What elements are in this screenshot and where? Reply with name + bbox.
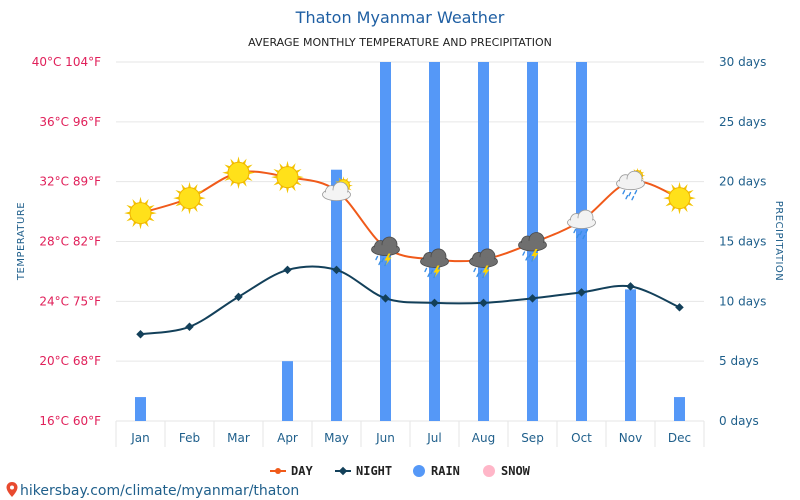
x-tick-label: Apr [277,431,298,445]
night-point [626,282,635,291]
night-point [577,288,586,297]
x-tick-label: Oct [571,431,592,445]
axis-ticks: 16°C 60°F 0 days 20°C 68°F 5 days 24°C 75°F 1… [32,55,767,445]
weather-icons [124,156,696,279]
y-right-tick-label: 0 days [719,414,759,428]
legend-item-snow: SNOW [483,464,531,478]
x-tick-label: Aug [472,431,495,445]
y-right-axis-title: PRECIPITATION [773,201,784,282]
rain-bar [282,361,293,421]
gridlines [115,61,705,447]
rain-bar [674,397,685,421]
legend-label: DAY [291,464,313,478]
x-tick-label: Feb [179,431,200,445]
y-left-tick-label: 32°C 89°F [39,175,101,189]
rain-bar [625,289,636,421]
y-left-tick-label: 36°C 96°F [39,115,101,129]
legend-marker [338,466,348,476]
night-point [430,298,439,308]
y-left-tick-label: 28°C 82°F [39,235,101,249]
night-point [185,322,194,332]
legend: DAY NIGHT RAIN SNOW [270,464,531,478]
legend-label: SNOW [501,464,531,478]
rain-bar [135,397,146,421]
sun-icon [173,181,206,215]
x-tick-label: Dec [668,431,691,445]
y-left-axis-title: TEMPERATURE [16,202,27,281]
x-tick-label: Nov [619,431,642,445]
thunderstorm-icon [518,232,547,262]
sun-icon [124,196,157,230]
legend-item-rain: RAIN [413,464,460,478]
day-line [140,170,680,263]
rain-cloud-icon [616,167,646,201]
thunderstorm-icon [469,248,498,279]
x-tick-label: Jan [130,431,150,445]
night-point [234,292,243,302]
rain-cloud-icon [567,209,596,240]
legend-swatch [413,465,425,477]
thunderstorm-icon [371,236,400,267]
x-tick-label: Mar [227,431,250,445]
footer-url: hikersbay.com/climate/myanmar/thaton [20,483,299,499]
rain-bar [429,62,440,421]
y-left-tick-label: 20°C 68°F [39,354,101,368]
night-point [283,265,292,275]
y-left-tick-label: 40°C 104°F [32,55,101,69]
y-right-tick-label: 10 days [719,294,766,308]
y-right-tick-label: 15 days [719,235,766,249]
legend-label: NIGHT [356,464,392,478]
partly-cloudy-icon [322,176,353,202]
sun-icon [222,156,255,189]
footer-link[interactable]: hikersbay.com/climate/myanmar/thaton [6,482,300,499]
night-point [528,294,537,303]
legend-item-day: DAY [270,464,313,478]
x-tick-label: Jun [375,431,395,445]
night-point [332,265,341,275]
y-right-tick-label: 20 days [719,175,766,189]
thunderstorm-icon [420,248,449,279]
legend-swatch [483,465,495,477]
x-tick-label: Jul [426,431,441,445]
location-pin-icon [6,482,18,497]
y-left-tick-label: 16°C 60°F [39,414,101,428]
night-point [675,303,684,312]
night-point [479,298,488,308]
y-right-tick-label: 25 days [719,115,766,129]
rain-bar [478,62,489,421]
night-point [381,294,390,303]
y-left-tick-label: 24°C 75°F [39,294,101,308]
chart-title: Thaton Myanmar Weather [295,8,505,27]
rain-bar [576,62,587,421]
sun-icon [271,160,304,194]
night-line [140,265,680,336]
legend-marker [275,468,281,474]
chart-subtitle: AVERAGE MONTHLY TEMPERATURE AND PRECIPIT… [248,36,552,49]
legend-label: RAIN [431,464,460,478]
y-right-tick-label: 5 days [719,354,759,368]
x-tick-label: May [324,431,349,445]
sun-icon [663,181,696,215]
x-tick-label: Sep [521,431,544,445]
legend-item-night: NIGHT [335,464,392,478]
night-point [136,329,145,339]
rain-bar [331,169,342,421]
y-right-tick-label: 30 days [719,55,766,69]
temperature-lines [136,170,684,339]
